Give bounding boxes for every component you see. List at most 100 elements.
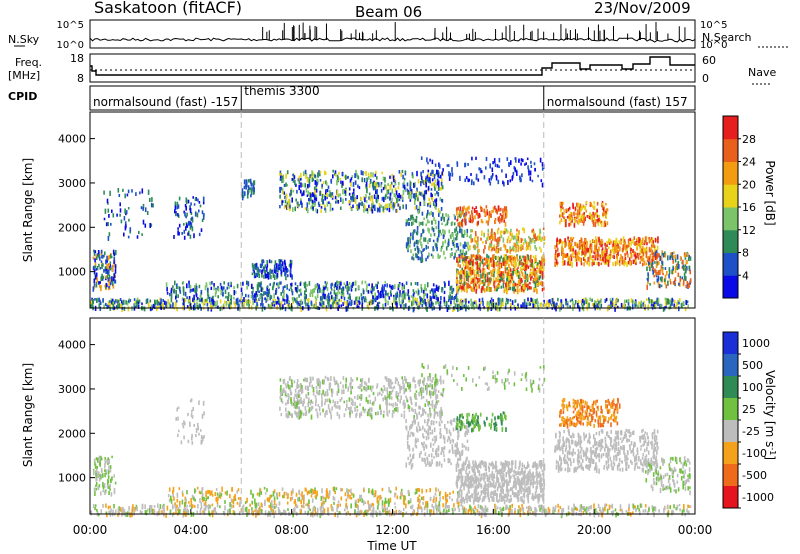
scatter-cell [296, 202, 299, 205]
scatter-cell [668, 267, 671, 272]
scatter-cell [605, 214, 607, 219]
scatter-cell [476, 254, 478, 260]
scatter-cell [602, 254, 604, 258]
scatter-cell [660, 303, 662, 308]
scatter-cell [431, 196, 434, 202]
scatter-cell [252, 289, 254, 293]
scatter-cell [410, 215, 412, 221]
scatter-cell [476, 261, 479, 265]
scatter-cell [94, 258, 96, 263]
scatter-cell [516, 288, 519, 293]
scatter-cell [296, 189, 298, 194]
scatter-cell [261, 307, 264, 312]
scatter-cell [581, 304, 584, 310]
scatter-cell [522, 242, 525, 245]
scatter-cell [307, 298, 310, 303]
scatter-cell [331, 282, 333, 287]
scatter-cell [393, 299, 395, 304]
scatter-cell [127, 235, 130, 239]
scatter-cell [440, 245, 443, 250]
scatter-cell [310, 300, 313, 305]
scatter-cell [99, 299, 101, 303]
scatter-cell [288, 204, 290, 208]
scatter-cell [141, 233, 143, 236]
scatter-cell [329, 298, 332, 302]
scatter-cell [517, 266, 519, 270]
scatter-cell [409, 181, 412, 186]
scatter-cell [464, 241, 466, 247]
scatter-cell [504, 229, 507, 234]
scatter-cell [362, 203, 365, 207]
scatter-cell [502, 237, 505, 243]
scatter-cell [531, 275, 533, 279]
scatter-cell [429, 201, 431, 205]
scatter-cell [674, 277, 677, 282]
scatter-cell [471, 280, 473, 284]
scatter-cell [563, 216, 565, 219]
scatter-cell [530, 254, 532, 259]
scatter-cell [446, 164, 449, 167]
scatter-cell [93, 279, 96, 284]
scatter-cell [108, 214, 110, 218]
scatter-cell [324, 171, 327, 175]
scatter-cell [309, 197, 312, 202]
scatter-cell [538, 260, 541, 264]
scatter-cell [528, 235, 530, 239]
scatter-cell [339, 178, 341, 181]
scatter-cell [532, 228, 535, 233]
scatter-cell [372, 295, 374, 299]
scatter-cell [439, 197, 442, 202]
scatter-cell [503, 289, 506, 294]
sky-tick-right-top: 10^5 [700, 20, 727, 31]
scatter-cell [682, 301, 685, 305]
scatter-cell [484, 274, 487, 279]
scatter-cell [466, 246, 469, 249]
scatter-cell [407, 223, 410, 226]
scatter-cell [93, 283, 96, 288]
scatter-cell [542, 255, 544, 259]
scatter-cell [439, 186, 441, 190]
scatter-cell [437, 172, 439, 178]
scatter-cell [275, 263, 278, 269]
scatter-cell [685, 260, 688, 265]
scatter-cell [459, 276, 462, 280]
scatter-cell [576, 261, 578, 267]
scatter-cell [470, 173, 472, 176]
scatter-cell [315, 185, 317, 191]
scatter-cell [651, 261, 654, 265]
scatter-cell [520, 158, 523, 162]
scatter-cell [299, 189, 302, 194]
scatter-cell [636, 247, 638, 251]
scatter-cell [270, 260, 273, 264]
scatter-cell [204, 298, 207, 302]
scatter-cell [529, 176, 532, 181]
scatter-cell [569, 299, 572, 303]
scatter-cell [455, 296, 458, 302]
scatter-cell [312, 193, 315, 198]
scatter-cell [283, 191, 285, 195]
scatter-cell [338, 304, 340, 309]
scatter-cell [478, 267, 481, 271]
scatter-cell [648, 247, 651, 253]
scatter-cell [475, 156, 477, 160]
scatter-cell [587, 257, 590, 262]
scatter-cell [675, 507, 677, 511]
scatter-cell [268, 259, 271, 264]
scatter-cell [222, 304, 225, 310]
scatter-cell [443, 229, 446, 236]
scatter-cell [415, 190, 418, 195]
nsky-line [89, 36, 696, 43]
scatter-cell [419, 296, 422, 302]
scatter-cell [542, 266, 545, 272]
scatter-cell [601, 247, 604, 251]
scatter-cell [233, 285, 235, 290]
scatter-cell [483, 270, 486, 276]
scatter-cell [285, 293, 288, 298]
scatter-cell [596, 303, 599, 309]
scatter-cell [90, 299, 92, 306]
scatter-cell [193, 294, 195, 301]
scatter-cell [384, 507, 387, 512]
scatter-cell [248, 303, 250, 309]
scatter-cell [144, 223, 147, 228]
scatter-cell [464, 252, 466, 258]
